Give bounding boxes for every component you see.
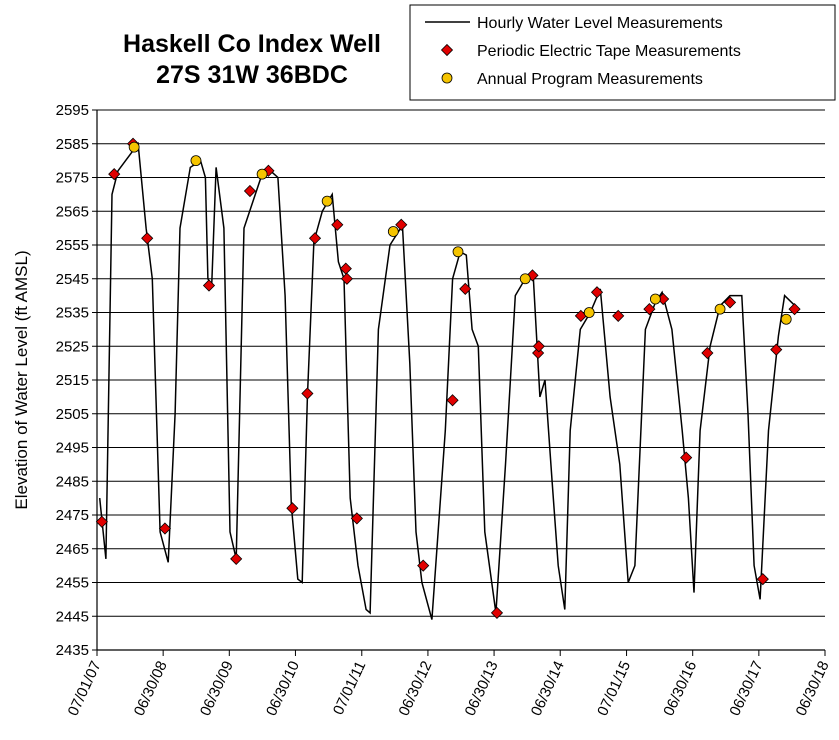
diamond-marker (532, 340, 545, 353)
y-tick-label: 2505 (56, 406, 89, 423)
legend-box (409, 4, 836, 101)
legend-label: Annual Program Measurements (477, 71, 703, 88)
diamond-marker (459, 282, 472, 295)
y-tick-label: 2555 (56, 237, 89, 254)
x-tick-label: 06/30/16 (660, 659, 700, 719)
y-tick-label: 2585 (56, 136, 89, 153)
chart-title: Haskell Co Index Well (123, 30, 381, 58)
diamond-marker (680, 451, 693, 464)
diamond-marker (331, 218, 344, 231)
x-tick-label: 07/01/11 (330, 659, 370, 718)
diamond-marker (262, 164, 275, 177)
y-tick-label: 2465 (56, 541, 89, 558)
y-tick-label: 2535 (56, 305, 89, 322)
legend-label: Periodic Electric Tape Measurements (477, 43, 741, 60)
y-axis-label: Elevation of Water Level (ft AMSL) (12, 250, 31, 509)
diamond-marker (417, 559, 430, 572)
y-tick-label: 2595 (56, 102, 89, 119)
diamond-marker (440, 43, 454, 57)
circle-marker (190, 155, 202, 167)
diamond-marker (95, 515, 108, 528)
chart-subtitle: 27S 31W 36BDC (156, 61, 348, 89)
y-tick-label: 2485 (56, 473, 89, 490)
x-tick-label: 06/30/12 (395, 659, 435, 719)
diamond-marker (230, 552, 243, 565)
y-tick-label: 2565 (56, 203, 89, 220)
diamond-marker (350, 512, 363, 525)
x-tick-label: 07/01/07 (65, 659, 105, 719)
circle-marker (256, 168, 268, 180)
circle-marker (714, 303, 726, 315)
circle-marker (387, 226, 399, 237)
diamond-marker (590, 286, 604, 299)
diamond-marker (723, 296, 737, 309)
x-tick-label: 06/30/09 (197, 659, 237, 719)
circle-marker (583, 307, 595, 318)
y-tick-label: 2575 (56, 170, 89, 187)
diamond-marker (141, 232, 154, 245)
diamond-marker (490, 606, 504, 619)
x-tick-label: 06/30/14 (528, 659, 568, 719)
water-level-line (98, 141, 796, 620)
y-tick-label: 2525 (56, 338, 89, 355)
diamond-marker (308, 232, 322, 245)
x-tick-label: 06/30/10 (263, 659, 303, 719)
circle-marker (128, 141, 140, 153)
y-tick-label: 2435 (56, 642, 89, 659)
y-tick-label: 2545 (56, 271, 89, 288)
y-tick-label: 2515 (56, 372, 89, 389)
diamond-marker (340, 272, 353, 285)
diamond-marker (788, 303, 801, 316)
diamond-marker (756, 573, 769, 586)
circle-marker (519, 273, 531, 285)
diamond-marker (701, 346, 714, 360)
circle-marker (452, 246, 464, 258)
y-tick-label: 2495 (56, 440, 89, 457)
circle-marker (649, 293, 661, 305)
diamond-marker (286, 502, 299, 515)
x-tick-label: 07/01/15 (594, 659, 634, 719)
diamond-marker (526, 269, 539, 282)
x-tick-label: 06/30/18 (793, 659, 833, 719)
circle-marker (441, 72, 453, 84)
diamond-marker (108, 168, 121, 181)
diamond-marker (643, 303, 656, 316)
diamond-marker (395, 218, 408, 231)
circle-marker (321, 195, 333, 207)
diamond-marker (243, 184, 257, 198)
y-tick-label: 2475 (56, 507, 89, 524)
diamond-marker (158, 522, 172, 535)
legend-label: Hourly Water Level Measurements (477, 15, 723, 32)
y-tick-label: 2445 (56, 608, 89, 625)
diamond-marker (301, 387, 314, 400)
diamond-marker (612, 309, 625, 322)
diamond-marker (446, 394, 459, 407)
diamond-marker (770, 343, 783, 356)
x-tick-label: 06/30/17 (726, 659, 766, 719)
x-tick-label: 06/30/13 (462, 659, 502, 719)
circle-marker (780, 313, 792, 325)
x-tick-label: 06/30/08 (131, 659, 171, 719)
y-tick-label: 2455 (56, 575, 89, 592)
diamond-marker (202, 279, 216, 292)
